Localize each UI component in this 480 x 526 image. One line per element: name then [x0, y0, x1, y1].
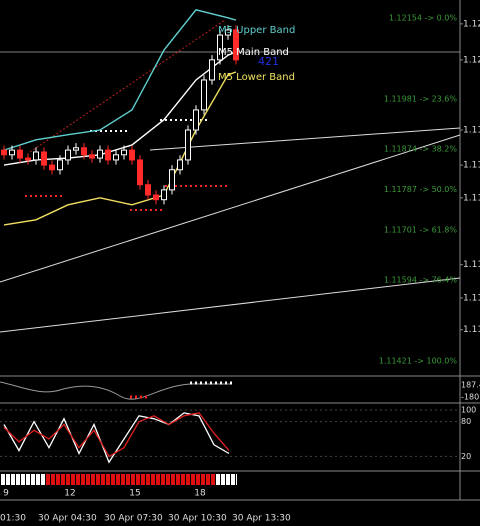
candle-body [129, 149, 135, 161]
stoch-tick-label: 80 [461, 417, 471, 426]
stoch-line [3, 412, 230, 464]
time-label: 30 Apr 10:30 [168, 514, 227, 524]
fib-label: 1.12154 -> 0.0% [389, 14, 457, 23]
bar-label: 15 [129, 489, 140, 499]
band-label: M5 Main Band [218, 47, 289, 58]
stoch-tick-label: 20 [461, 452, 471, 461]
y-tick-label: 1.116 [463, 260, 480, 270]
candle-body [137, 159, 143, 186]
candle-body [25, 157, 31, 161]
candle-body [225, 29, 231, 36]
band-line [3, 71, 237, 226]
time-label: 01:30 [0, 514, 26, 524]
candle-body [217, 34, 223, 61]
y-tick-label: 1.118 [463, 161, 480, 171]
time-label: 30 Apr 04:30 [38, 514, 97, 524]
band-line [3, 9, 237, 151]
candle-body [97, 149, 103, 159]
candle-body [201, 79, 207, 111]
cci-label: 187.4 [461, 381, 480, 390]
y-tick-label: 1.120 [463, 55, 480, 65]
candle-body [9, 149, 15, 156]
candle-body [1, 149, 7, 156]
time-label: 30 Apr 13:30 [232, 514, 291, 524]
band-label: M5 Lower Band [218, 72, 295, 83]
candle-body [185, 129, 191, 161]
candle-body [209, 59, 215, 81]
candle-body [153, 194, 159, 201]
candle-body [33, 151, 39, 161]
stoch-line [3, 412, 230, 458]
time-label: 30 Apr 07:30 [104, 514, 163, 524]
candle-body [169, 169, 175, 191]
band-value: 421 [258, 55, 279, 68]
fib-label: 1.11981 -> 23.6% [384, 95, 458, 104]
plot: 1.121 1.120 1.119 1.118 1.117 1.116 1.115 1.115… [0, 9, 480, 524]
band-label: M5 Upper Band [218, 25, 295, 36]
fib-label: 1.11701 -> 61.8% [384, 225, 458, 234]
candle-body [193, 109, 199, 131]
candle-body [177, 159, 183, 171]
candle-body [81, 147, 87, 156]
bar-label: 12 [64, 489, 75, 499]
y-tick-label: 1.121 [463, 19, 480, 29]
decor [0, 0, 480, 501]
y-tick-label: 1.119 [463, 126, 480, 136]
candle-body [233, 29, 239, 61]
candle-body [105, 149, 111, 161]
bar-label: 9 [3, 489, 9, 499]
fib-label: 1.11421 -> 100.0% [379, 356, 458, 365]
candle-body [49, 164, 55, 171]
bar-label: 18 [194, 489, 206, 499]
fib-label: 1.11787 -> 50.0% [384, 185, 458, 194]
y-tick-label: 1.115 [463, 325, 480, 335]
y-tick-label: 1.117 [463, 193, 480, 203]
candle-body [161, 189, 167, 201]
fib-label: 1.11874 -> 38.2% [384, 145, 458, 154]
candle-body [57, 159, 63, 171]
stoch-tick-label: 100 [461, 406, 476, 415]
candle-body [145, 184, 151, 196]
cci-label: -180. [461, 393, 480, 402]
candle-body [65, 149, 71, 161]
candle-body [89, 154, 95, 159]
fib-label: 1.11594 -> 76.4% [384, 276, 458, 285]
candle-body [73, 147, 79, 151]
candle-body [17, 149, 23, 159]
candle-body [113, 154, 119, 161]
candle-body [121, 149, 127, 156]
candle-body [41, 151, 47, 166]
y-tick-label: 1.115 [463, 293, 480, 303]
